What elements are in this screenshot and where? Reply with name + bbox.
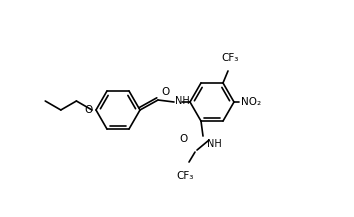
Text: CF₃: CF₃ [221, 53, 239, 63]
Text: NH: NH [207, 139, 222, 149]
Text: CF₃: CF₃ [176, 171, 194, 181]
Text: NO₂: NO₂ [241, 97, 261, 107]
Text: NH: NH [175, 96, 190, 106]
Text: O: O [180, 134, 188, 144]
Text: O: O [161, 87, 169, 97]
Text: O: O [85, 105, 93, 115]
